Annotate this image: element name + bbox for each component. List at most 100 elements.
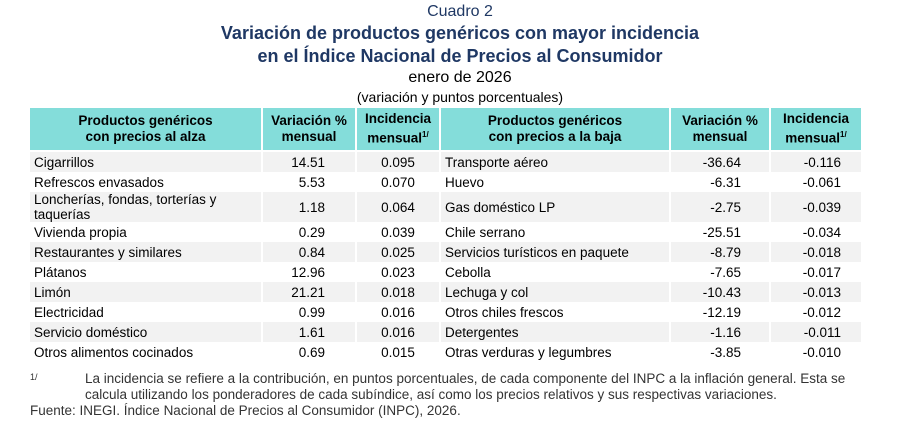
column-header: Incidencia mensual1/ [357, 108, 439, 152]
units: (variación y puntos porcentuales) [356, 89, 564, 105]
header-line: Productos genéricos [487, 113, 623, 128]
column-header: Variación % mensual [671, 108, 769, 152]
table-row: Refrescos envasados 5.53 0.070 Huevo -6.31 -0… [30, 172, 861, 192]
footnote-ref: 1/ [840, 130, 847, 140]
header-line: con precios a la baja [488, 129, 622, 144]
footnote-text: La incidencia se refiere a la contribuci… [85, 371, 846, 402]
product-cell: Electricidad [34, 304, 104, 320]
value-cell: 0.84 [263, 242, 355, 262]
product-cell: Otras verduras y legumbres [445, 344, 612, 360]
value-cell: 12.96 [291, 264, 325, 280]
value-cell: 21.21 [263, 282, 355, 302]
value-cell: -0.012 [802, 304, 841, 320]
table-row: Plátanos 12.96 0.023 Cebolla -7.65 -0.017 [30, 262, 861, 282]
value-cell: -0.116 [771, 152, 861, 172]
value-cell: 0.99 [298, 304, 325, 320]
product-cell: Lechuga y col [441, 282, 669, 302]
value-cell: 1.18 [263, 192, 355, 222]
value-cell: 0.29 [298, 224, 325, 240]
column-header: Variación % mensual [263, 108, 355, 152]
data-table: Productos genéricos con precios al alza Va… [28, 108, 863, 362]
value-cell: 0.064 [357, 192, 439, 222]
value-cell: -10.43 [671, 282, 769, 302]
notes: 1/ La incidencia se refiere a la contrib… [30, 371, 890, 419]
value-cell: -25.51 [702, 224, 741, 240]
product-cell: Gas doméstico LP [441, 192, 669, 222]
product-cell: Chile serrano [445, 224, 526, 240]
product-cell: Servicios turísticos en paquete [441, 242, 669, 262]
table-row: Restaurantes y similares 0.84 0.025 Servici… [30, 242, 861, 262]
header-line: Variación % [271, 113, 347, 128]
header-line: con precios al alza [85, 129, 206, 144]
value-cell: -2.75 [671, 192, 769, 222]
value-cell: -0.018 [771, 242, 861, 262]
value-cell: 0.025 [357, 242, 439, 262]
title-line: en el Índice Nacional de Precios al Cons… [257, 46, 663, 66]
product-cell: Cebolla [445, 264, 491, 280]
product-cell: Refrescos envasados [34, 174, 164, 190]
value-cell: -0.039 [771, 192, 861, 222]
table-row: Cigarrillos 14.51 0.095 Transporte aéreo -36… [30, 152, 861, 172]
header-line: mensual [281, 129, 337, 144]
table-row: Vivienda propia 0.29 0.039 Chile serrano -25… [30, 222, 861, 242]
product-cell: Loncherías, fondas, torterías y taquería… [30, 192, 261, 222]
value-cell: 0.69 [298, 344, 325, 360]
product-cell: Cigarrillos [30, 152, 261, 172]
footnote-ref: 1/ [422, 130, 429, 140]
value-cell: 1.61 [263, 322, 355, 342]
period: enero de 2026 [408, 69, 512, 86]
value-cell: 0.016 [357, 322, 439, 342]
value-cell: 5.53 [298, 174, 325, 190]
product-cell: Transporte aéreo [441, 152, 669, 172]
header-line: Productos genéricos [78, 113, 213, 128]
value-cell: -0.013 [771, 282, 861, 302]
value-cell: -8.79 [671, 242, 769, 262]
value-cell: -0.034 [802, 224, 841, 240]
value-cell: 14.51 [263, 152, 355, 172]
value-cell: 0.039 [381, 224, 415, 240]
value-cell: -36.64 [671, 152, 769, 172]
title-line: Variación de productos genéricos con may… [220, 23, 700, 43]
column-header: Productos genéricos con precios a la baja [441, 108, 669, 152]
value-cell: -0.017 [802, 264, 841, 280]
product-cell: Otros alimentos cocinados [34, 344, 194, 360]
value-cell: 0.015 [381, 344, 415, 360]
value-cell: -3.85 [710, 344, 741, 360]
value-cell: 0.018 [357, 282, 439, 302]
value-cell: -1.16 [671, 322, 769, 342]
header-line: mensual [367, 130, 423, 146]
column-header: Productos genéricos con precios al alza [30, 108, 261, 152]
header-line: mensual [785, 130, 841, 146]
value-cell: -12.19 [702, 304, 741, 320]
product-cell: Plátanos [34, 264, 87, 280]
table-row: Loncherías, fondas, torterías y taquería… [30, 192, 861, 222]
value-cell: 0.023 [381, 264, 415, 280]
table-label: Cuadro 2 [427, 3, 493, 20]
header-line: Variación % [682, 113, 758, 128]
table-row: Limón 21.21 0.018 Lechuga y col -10.43 -0.013 [30, 282, 861, 302]
product-cell: Vivienda propia [34, 224, 127, 240]
header-line: Incidencia [364, 111, 432, 127]
value-cell: -7.65 [710, 264, 741, 280]
value-cell: -6.31 [710, 174, 741, 190]
column-header: Incidencia mensual1/ [771, 108, 861, 152]
product-cell: Otros chiles frescos [445, 304, 564, 320]
product-cell: Detergentes [441, 322, 669, 342]
table-row: Servicio doméstico 1.61 0.016 Detergentes -1… [30, 322, 861, 342]
header-line: Incidencia [782, 111, 850, 127]
table-row: Otros alimentos cocinados 0.69 0.015 Otras … [30, 342, 861, 362]
value-cell: 0.016 [381, 304, 415, 320]
value-cell: -0.010 [802, 344, 841, 360]
value-cell: -0.011 [771, 322, 861, 342]
value-cell: -0.061 [802, 174, 841, 190]
table-row: Electricidad 0.99 0.016 Otros chiles fresco… [30, 302, 861, 322]
source: Fuente: INEGI. Índice Nacional de Precio… [30, 403, 461, 418]
footnote-marker: 1/ [30, 372, 38, 382]
product-cell: Huevo [445, 174, 485, 190]
value-cell: 0.070 [381, 174, 415, 190]
product-cell: Limón [30, 282, 261, 302]
product-cell: Servicio doméstico [30, 322, 261, 342]
product-cell: Restaurantes y similares [30, 242, 261, 262]
